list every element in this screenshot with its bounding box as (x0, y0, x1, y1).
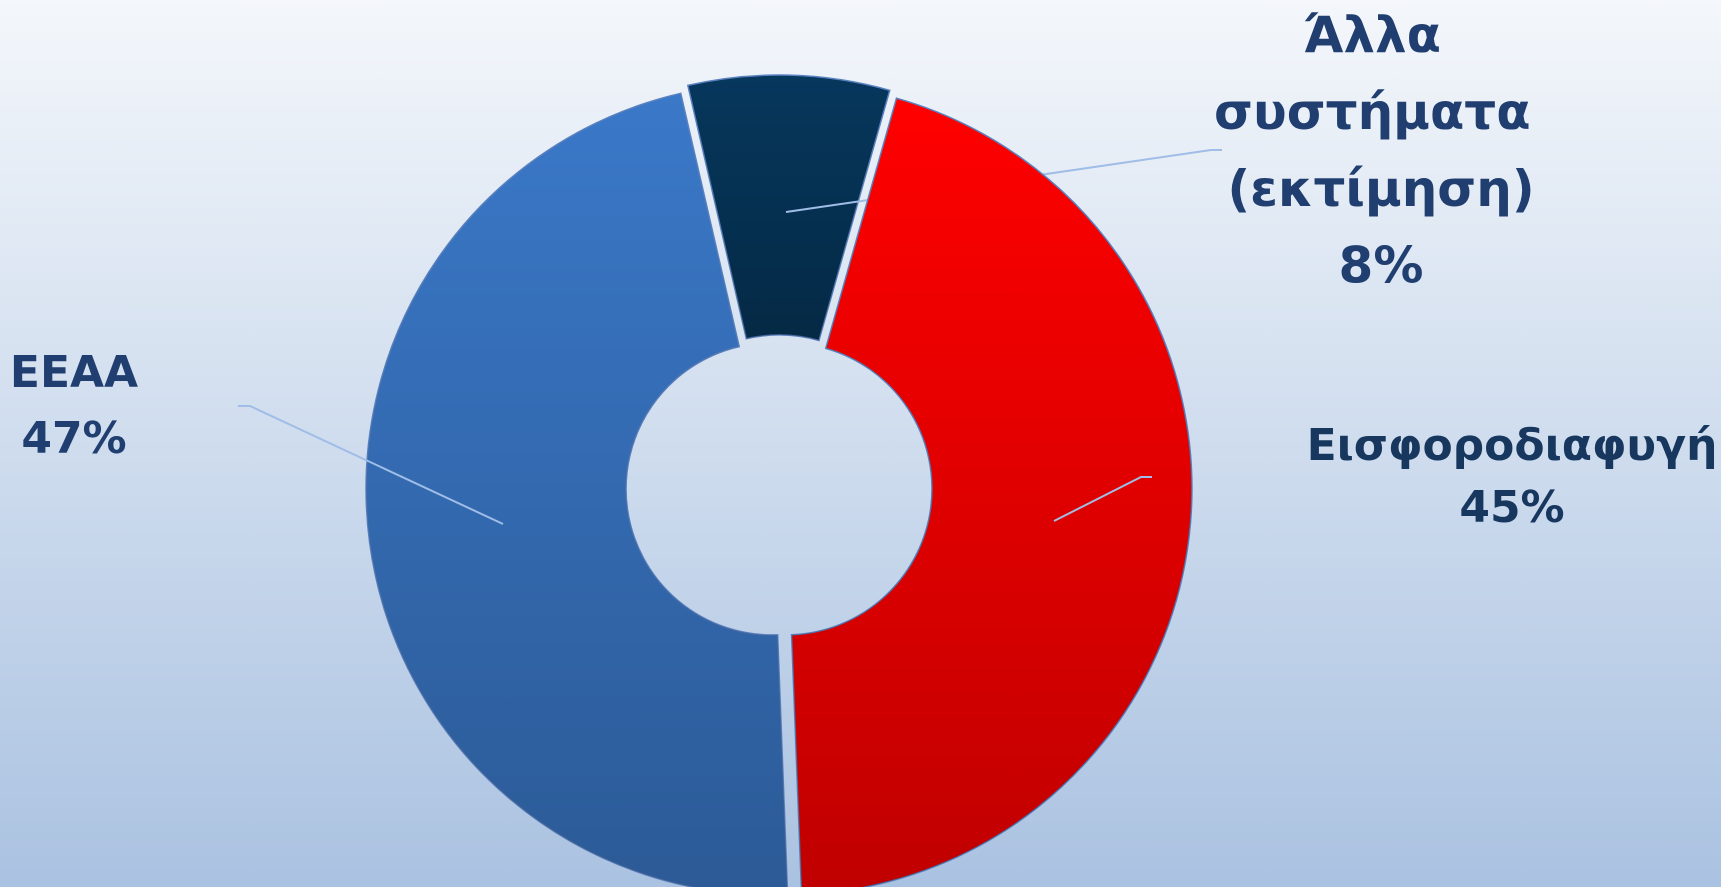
data-label-value: 45% (1459, 482, 1564, 533)
slice-shade (687, 75, 890, 341)
slice-shade (791, 98, 1192, 887)
data-label-value: 47% (21, 413, 126, 464)
data-label-name: Εισφοροδιαφυγή (1307, 420, 1718, 471)
data-label-name: Άλλα συστήματα (εκτίμηση) (1214, 6, 1548, 218)
leader-line (238, 405, 504, 525)
data-label-value: 8% (1339, 237, 1424, 295)
leader-line (1053, 476, 1152, 522)
slice-shade (366, 93, 788, 887)
data-label-name: ΕΕΑΑ (10, 347, 138, 398)
